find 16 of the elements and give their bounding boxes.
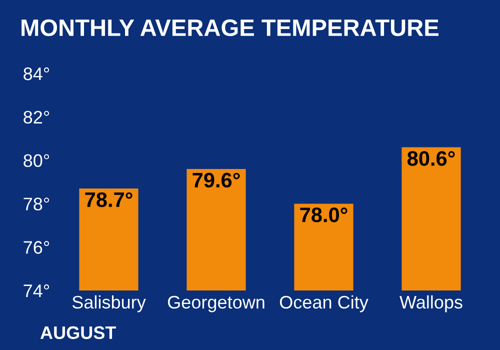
y-tick-label: 80° <box>24 154 50 168</box>
chart-title: MONTHLY AVERAGE TEMPERATURE <box>22 19 438 36</box>
y-tick-label: 82° <box>24 110 50 124</box>
y-tick-label: 74° <box>24 284 50 298</box>
y-tick-label: 78° <box>24 198 50 210</box>
x-tick-label: Ocean City <box>280 295 368 312</box>
y-tick-label: 76° <box>24 241 50 254</box>
data-label: 79.6° <box>192 172 240 188</box>
x-tick-label: Georgetown <box>168 296 264 312</box>
data-label: 78.7° <box>85 192 132 208</box>
y-tick-label: 84° <box>24 67 50 80</box>
x-tick-label: Wallops <box>400 295 462 312</box>
text: AUGUST <box>40 326 116 340</box>
data-label: 78.0° <box>300 208 348 222</box>
data-label: 80.6° <box>407 151 455 166</box>
x-tick-label: Salisbury <box>72 295 146 312</box>
